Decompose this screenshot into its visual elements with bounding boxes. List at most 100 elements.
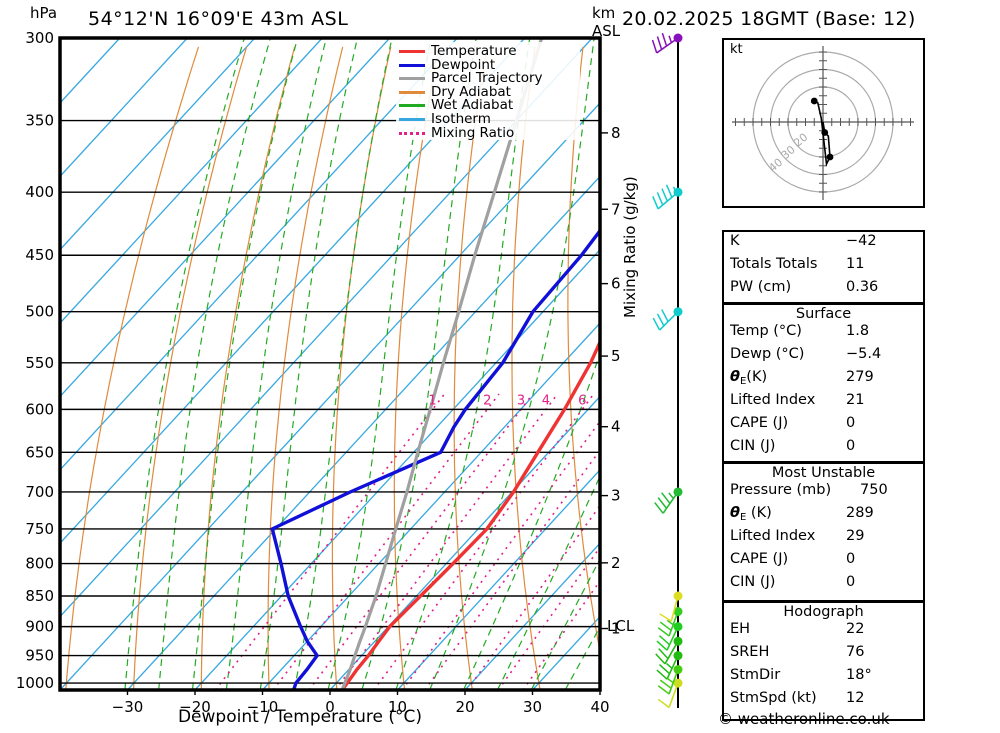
temperature-tick-label: 10 [388, 698, 407, 716]
isotherm-line [668, 38, 701, 690]
wind-barb-half-flag [668, 492, 674, 500]
wind-barb [656, 622, 683, 651]
dry-adiabat-line [453, 46, 488, 690]
hodograph-stats-title: Hodograph [783, 604, 864, 620]
wind-barb-flag [658, 635, 671, 646]
pressure-tick-label: 900 [25, 618, 54, 636]
height-tick-label: 4 [611, 418, 621, 436]
dry-adiabat-line [65, 46, 200, 690]
hodo-key-stmdir: StmDir [730, 667, 781, 683]
wet-adiabat-line [429, 38, 595, 690]
unstable-row-cin: CIN (J) 0 [724, 573, 923, 596]
surface-value-temp: 1.8 [846, 323, 870, 339]
wind-barb-flag [658, 648, 669, 660]
temperature-tick-label: −30 [112, 698, 144, 716]
dry-adiabat-line [567, 46, 600, 655]
wind-barb [659, 591, 683, 622]
wind-barb-flag [651, 39, 658, 54]
x-axis-title: Dewpoint / Temperature (°C) [177, 707, 423, 727]
dry-adiabat-line [133, 46, 248, 690]
surface-row-lifted-index: Lifted Index 21 [724, 391, 923, 414]
legend-swatch-isotherm [399, 117, 425, 121]
mixing-ratio-line [401, 420, 600, 690]
pressure-tick-label: 700 [25, 483, 54, 501]
indices-value-k: −42 [846, 233, 877, 249]
isotherm-line [127, 175, 600, 690]
wind-barb-shaft [666, 655, 679, 680]
isotherm-line [397, 468, 600, 690]
mixing-ratio-line [522, 579, 600, 690]
wind-barb-flag [656, 640, 668, 651]
isotherm-line [60, 38, 526, 545]
surface-key-lifted-index: Lifted Index [730, 392, 816, 408]
wind-barb-shaft [668, 682, 679, 708]
wet-adiabat-line [225, 38, 327, 690]
most-unstable-panel: Most Unstable Pressure (mb) 750 θE (K) 2… [722, 462, 925, 602]
pressure-tick-label: 350 [25, 112, 54, 130]
hodo-row-stmspd: StmSpd (kt) 12 [724, 689, 923, 712]
unstable-key-lifted-index: Lifted Index [730, 528, 816, 544]
isotherm-line [60, 102, 600, 690]
wind-barb-flag [657, 685, 670, 695]
wind-barb-flag [661, 492, 671, 504]
surface-value-cape: 0 [846, 415, 856, 431]
legend-item: Dewpoint [399, 56, 577, 73]
hodo-row-stmdir: StmDir 18° [724, 666, 923, 689]
legend-item: Isotherm [399, 110, 577, 127]
wet-adiabat-line [395, 38, 531, 690]
surface-value-theta-e: 279 [846, 369, 874, 385]
isotherm-line [194, 248, 600, 690]
dry-adiabat-line [511, 46, 541, 690]
hodograph-ring-label: 30 [779, 143, 798, 162]
surface-panel-title: Surface [795, 306, 852, 322]
wet-adiabat-line [633, 36, 700, 690]
legend-label-dewpoint: Dewpoint [431, 56, 496, 73]
hodo-value-eh: 22 [846, 621, 865, 637]
wind-barb-shaft [666, 626, 679, 651]
unstable-value-theta-e: 289 [846, 505, 874, 521]
hodo-key-sreh: SREH [730, 644, 770, 660]
wind-barb [657, 607, 683, 637]
hodo-key-stmspd: StmSpd (kt) [730, 690, 817, 706]
wind-barb-half-flag [666, 677, 674, 684]
isotherm-line [60, 38, 323, 325]
hodograph-ring-label: 40 [766, 156, 785, 175]
wind-barb-flag [656, 313, 665, 327]
height-tick-label: 6 [611, 275, 621, 293]
curve-dewpoint [270, 228, 600, 690]
wind-barb [657, 678, 683, 709]
pressure-tick-label: 1000 [16, 674, 54, 692]
legend-swatch-parcel [399, 77, 425, 81]
wind-barb-flag [657, 497, 668, 509]
wind-barb [657, 665, 683, 695]
wind-barb-half-flag [672, 186, 678, 194]
dry-adiabat-line [200, 46, 296, 690]
height-tick-label: 8 [611, 124, 621, 142]
wind-barb-shaft [656, 37, 679, 54]
legend-label-isotherm: Isotherm [431, 110, 491, 127]
wind-barb-flag [652, 196, 659, 210]
pressure-unit-label: hPa [30, 4, 58, 22]
legend-label-mixing-ratio: Mixing Ratio [431, 124, 515, 141]
wind-barb [652, 184, 683, 210]
temperature-tick-label: −10 [247, 698, 279, 716]
isotherm-line [60, 38, 593, 618]
lcl-label: LCL [607, 617, 635, 635]
isotherm-line [464, 542, 600, 690]
curve-parcel-trajectory [340, 38, 544, 690]
hodograph-point [821, 129, 829, 136]
temperature-tick-label: 30 [523, 698, 542, 716]
legend-label-parcel: Parcel Trajectory [431, 70, 543, 87]
wind-barb-shaft [657, 191, 679, 210]
hodo-value-stmdir: 18° [846, 667, 872, 683]
mixing-ratio-line [214, 393, 446, 690]
hodograph-point [810, 97, 818, 105]
surface-value-cin: 0 [846, 438, 856, 454]
unstable-value-cape: 0 [846, 551, 856, 567]
wet-adiabat-line [361, 38, 477, 690]
legend-item: Temperature [399, 43, 577, 59]
wind-barb-flag [656, 669, 668, 680]
surface-key-theta-e: θE(K) [730, 369, 768, 387]
wind-barb-shaft [668, 611, 679, 637]
surface-row-temp: Temp (°C) 1.8 [724, 322, 923, 345]
